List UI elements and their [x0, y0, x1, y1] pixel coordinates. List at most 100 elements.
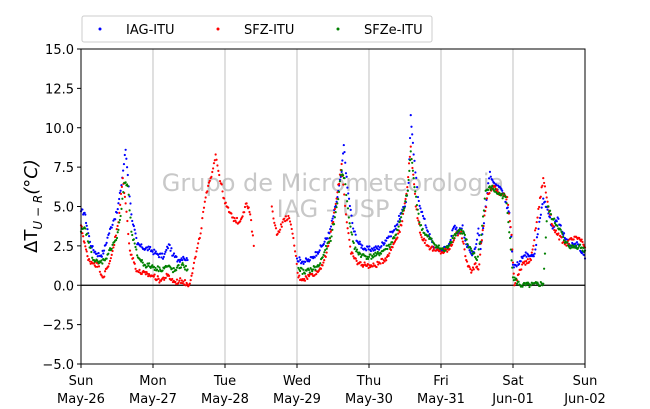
data-point	[120, 184, 123, 187]
data-point	[101, 262, 104, 265]
data-point	[288, 217, 291, 220]
data-point	[511, 261, 515, 264]
data-point	[452, 234, 455, 237]
data-point	[458, 228, 461, 231]
data-point	[468, 249, 471, 252]
data-point	[386, 247, 389, 251]
data-point	[344, 161, 347, 164]
data-point	[160, 256, 163, 259]
data-point	[404, 197, 407, 201]
data-point	[375, 265, 378, 269]
data-point	[449, 238, 452, 242]
data-point	[134, 267, 137, 270]
data-point	[469, 247, 472, 250]
data-point	[126, 184, 129, 188]
data-point	[413, 183, 416, 186]
data-point	[166, 247, 170, 250]
data-point	[571, 244, 574, 247]
y-tick-label: 7.5	[53, 161, 74, 176]
data-point	[493, 181, 496, 185]
data-point	[149, 245, 152, 249]
data-point	[559, 228, 562, 231]
data-point	[157, 270, 160, 273]
data-point	[407, 178, 410, 182]
data-point	[338, 182, 341, 185]
data-point	[299, 258, 302, 261]
data-point	[212, 167, 215, 170]
data-point	[272, 217, 275, 220]
data-point	[177, 281, 180, 284]
data-point	[107, 252, 110, 255]
data-point	[319, 262, 322, 265]
data-point	[283, 217, 286, 220]
data-point	[475, 238, 479, 241]
data-point	[192, 261, 196, 264]
data-point	[545, 196, 548, 199]
data-point	[157, 277, 160, 280]
data-point	[94, 250, 97, 253]
data-point	[211, 170, 214, 174]
data-point	[581, 249, 584, 252]
data-point	[407, 181, 410, 184]
legend-box	[81, 15, 433, 43]
data-point	[413, 159, 416, 162]
data-point	[416, 216, 419, 220]
data-point	[570, 244, 573, 247]
data-point	[515, 265, 518, 268]
data-point	[200, 227, 203, 230]
data-point	[112, 246, 115, 249]
data-point	[151, 264, 154, 267]
data-point	[535, 243, 538, 247]
data-point	[448, 247, 451, 251]
data-point	[161, 257, 165, 260]
data-point	[414, 190, 417, 193]
data-point	[321, 264, 324, 267]
data-point	[124, 148, 127, 151]
data-point	[152, 253, 155, 256]
data-point	[155, 268, 159, 271]
data-point	[96, 255, 99, 258]
x-tick-date: Jun-02	[563, 392, 606, 407]
data-point	[533, 229, 537, 232]
data-point	[542, 197, 545, 200]
data-point	[544, 236, 547, 239]
data-point	[293, 244, 296, 247]
data-point	[418, 222, 421, 225]
data-point	[297, 266, 300, 270]
data-point	[184, 284, 187, 287]
data-point	[424, 239, 427, 242]
data-point	[384, 247, 387, 251]
data-point	[456, 234, 459, 237]
data-point	[108, 262, 111, 265]
data-point	[90, 250, 93, 254]
data-point	[379, 252, 383, 255]
data-point	[172, 254, 175, 257]
data-point	[120, 185, 123, 189]
data-point	[480, 239, 483, 242]
x-tick-date: May-30	[345, 392, 393, 407]
legend-item-iag-itu: IAG-ITU	[98, 23, 175, 38]
data-point	[179, 258, 182, 262]
data-point	[130, 230, 133, 233]
data-point	[463, 236, 466, 239]
data-point	[324, 244, 328, 248]
data-point	[85, 232, 89, 235]
data-point	[158, 281, 161, 284]
data-point	[358, 240, 361, 243]
data-point	[411, 166, 414, 170]
data-point	[521, 256, 524, 260]
data-point	[271, 210, 274, 213]
data-point	[311, 270, 314, 273]
data-point	[152, 265, 156, 268]
data-point	[393, 240, 397, 243]
data-point	[329, 239, 332, 243]
data-point	[129, 202, 132, 205]
data-point	[351, 252, 354, 255]
data-point	[424, 224, 427, 227]
data-point	[252, 244, 255, 247]
data-point	[189, 279, 192, 282]
data-point	[462, 242, 465, 245]
data-point	[365, 264, 369, 267]
data-point	[385, 239, 388, 242]
data-point	[397, 232, 400, 235]
